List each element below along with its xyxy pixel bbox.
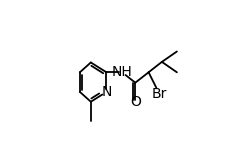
Text: NH: NH	[112, 65, 132, 79]
Text: O: O	[130, 95, 141, 109]
Text: N: N	[101, 85, 112, 99]
Text: Br: Br	[152, 87, 167, 101]
